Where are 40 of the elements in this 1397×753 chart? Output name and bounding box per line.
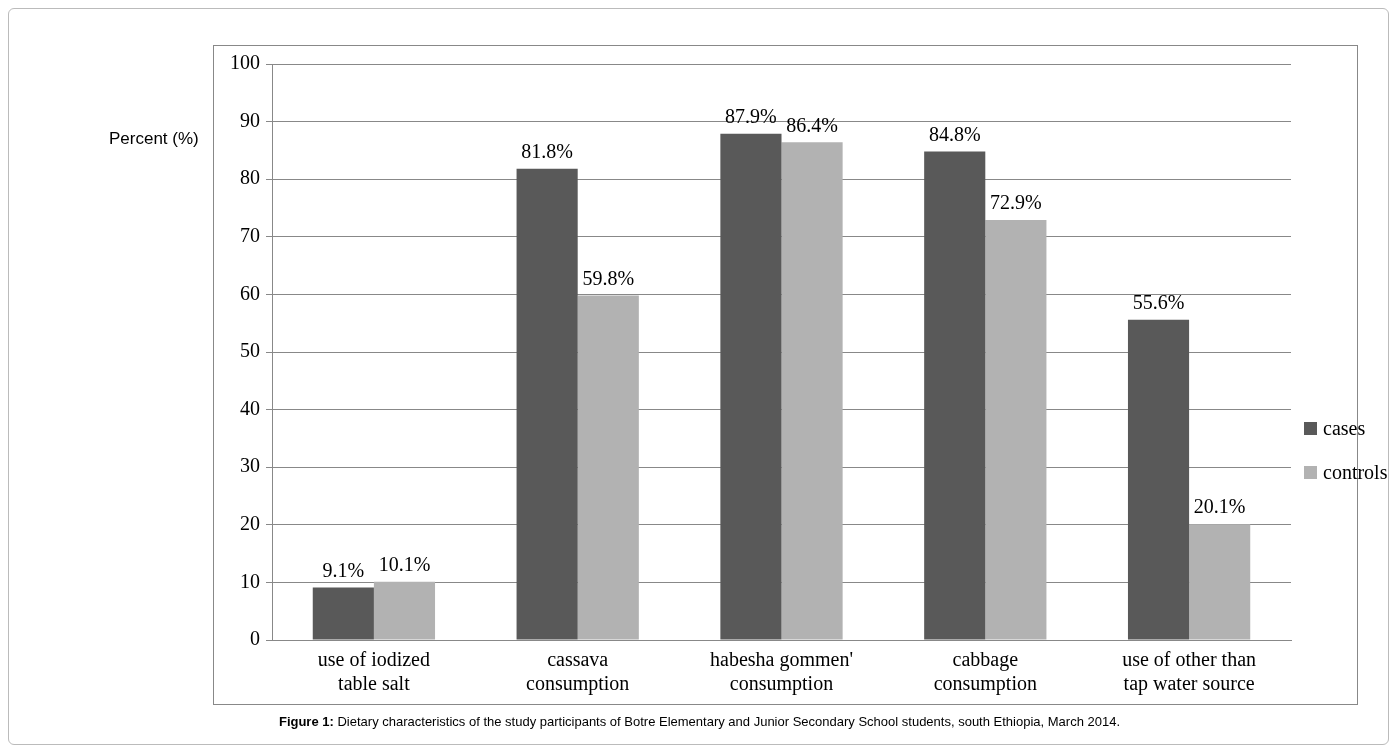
data-label: 84.8%	[928, 122, 981, 145]
y-tick-label: 30	[240, 454, 260, 477]
y-tick-label: 100	[230, 51, 260, 74]
x-tick-label: cassava consumption	[526, 648, 630, 696]
y-tick-label: 10	[240, 569, 260, 592]
bar	[1189, 524, 1251, 640]
x-tick-label: cabbage consumption	[933, 648, 1037, 696]
data-label: 87.9%	[725, 104, 777, 127]
bar	[985, 220, 1047, 640]
data-label: 72.9%	[990, 191, 1042, 214]
bar	[577, 295, 639, 640]
bar	[373, 581, 436, 640]
data-label: 10.1%	[378, 553, 431, 576]
y-tick-label: 70	[240, 224, 260, 247]
bar	[924, 151, 986, 640]
x-tick-label: use of iodized table salt	[317, 648, 430, 695]
y-tick-label: 40	[240, 396, 260, 419]
y-tick-label: 50	[240, 339, 260, 362]
data-label: 81.8%	[521, 140, 573, 163]
y-tick-label: 20	[240, 512, 260, 535]
data-label: 86.4%	[786, 113, 838, 136]
x-tick-label: use of other than tap water source	[1122, 648, 1257, 696]
bar	[781, 142, 843, 640]
data-label: 59.8%	[582, 266, 635, 289]
y-tick-label: 80	[240, 166, 260, 189]
y-tick-label: 0	[250, 627, 260, 650]
legend-label: controls	[1323, 460, 1388, 484]
data-label: 9.1%	[322, 558, 365, 581]
y-axis-title: Percent (%)	[109, 129, 199, 149]
y-tick-label: 90	[240, 108, 260, 131]
x-tick-label: habesha gommen' consumption	[709, 648, 854, 696]
data-label: 20.1%	[1193, 495, 1246, 518]
legend-label: cases	[1323, 416, 1366, 440]
y-tick-label: 60	[240, 281, 260, 304]
bar	[720, 133, 782, 640]
bar	[1127, 319, 1190, 640]
caption: Figure 1: Dietary characteristics of the study participants of Botre Elementary and Junior Secondary School students, south Ethiopia, March 2014.	[277, 714, 1122, 729]
data-label: 55.6%	[1132, 290, 1185, 313]
bar	[516, 168, 578, 640]
bar	[312, 587, 374, 640]
